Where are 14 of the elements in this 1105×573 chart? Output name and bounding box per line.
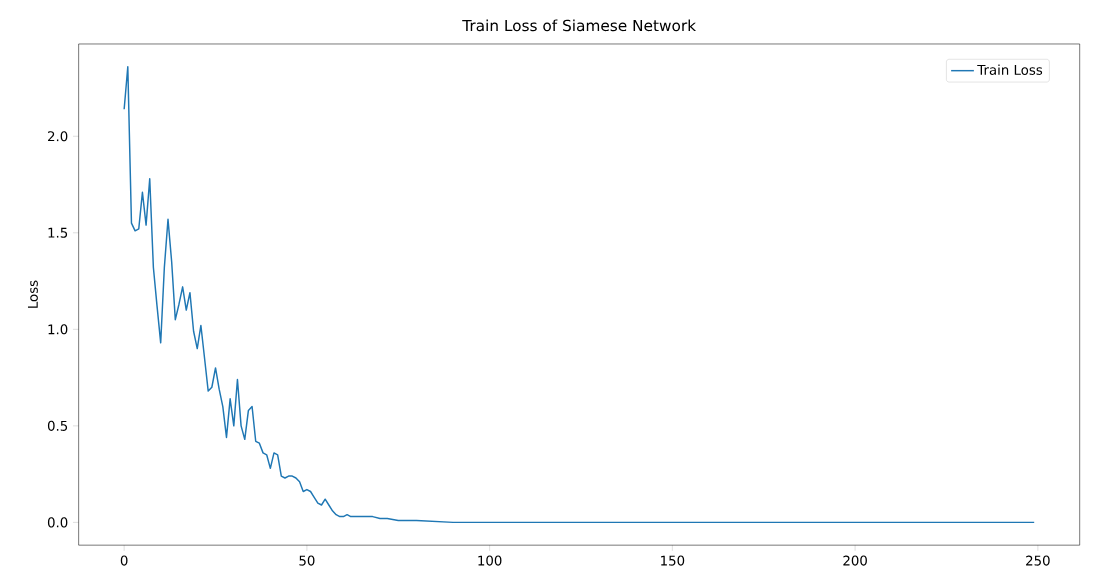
x-tick-label: 200 (843, 555, 867, 566)
x-tick-label: 150 (661, 555, 685, 566)
legend-label: Train Loss (977, 64, 1043, 75)
y-tick-label: 1.5 (48, 227, 68, 238)
chart-title: Train Loss of Siamese Network (462, 19, 697, 32)
y-tick-label: 0.0 (47, 517, 68, 528)
y-axis-title: Loss (27, 280, 38, 308)
x-tick-label: 250 (1026, 555, 1050, 566)
x-tick-label: 100 (478, 555, 502, 566)
y-tick-label: 2.0 (48, 131, 68, 142)
x-tick-label: 50 (299, 555, 315, 566)
y-tick-label: 0.5 (47, 420, 68, 431)
x-tick-label: 0 (120, 555, 128, 566)
y-tick-label: 1.0 (48, 324, 68, 335)
